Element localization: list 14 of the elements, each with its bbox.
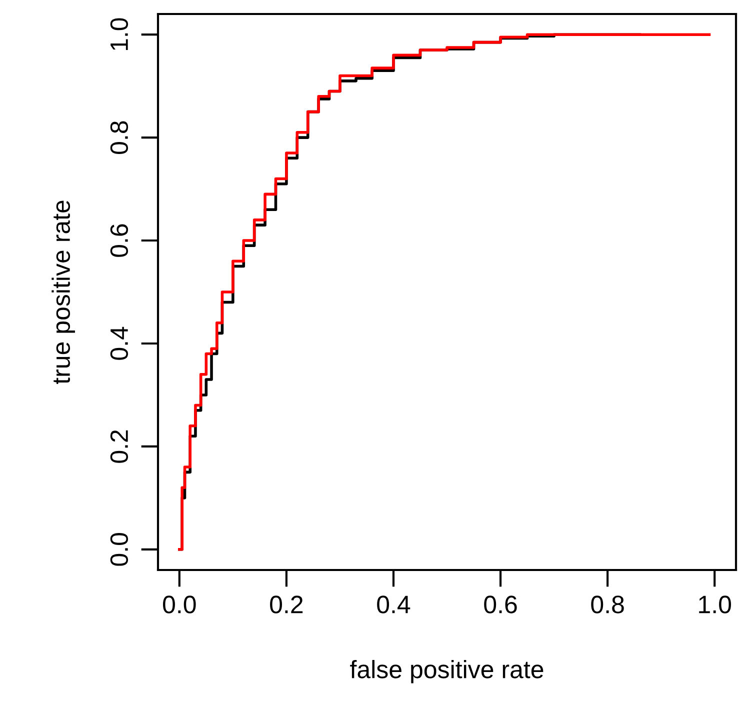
y-tick-label: 0.0 <box>110 533 128 566</box>
y-tick-label: 1.0 <box>110 18 128 50</box>
y-tick-label: 0.2 <box>110 430 128 463</box>
x-tick-label: 0.2 <box>270 596 303 614</box>
x-tick-label: 0.0 <box>163 596 196 614</box>
x-tick-label: 1.0 <box>699 596 731 614</box>
y-axis-title: true positive rate <box>52 200 75 384</box>
x-axis-title: false positive rate <box>350 660 544 684</box>
x-tick-label: 0.6 <box>484 596 517 614</box>
y-tick-label: 0.4 <box>110 326 128 360</box>
y-tick-label: 0.8 <box>110 121 128 154</box>
x-tick-label: 0.4 <box>377 596 410 614</box>
y-tick-label: 0.6 <box>110 224 128 257</box>
x-tick-label: 0.8 <box>591 596 624 614</box>
